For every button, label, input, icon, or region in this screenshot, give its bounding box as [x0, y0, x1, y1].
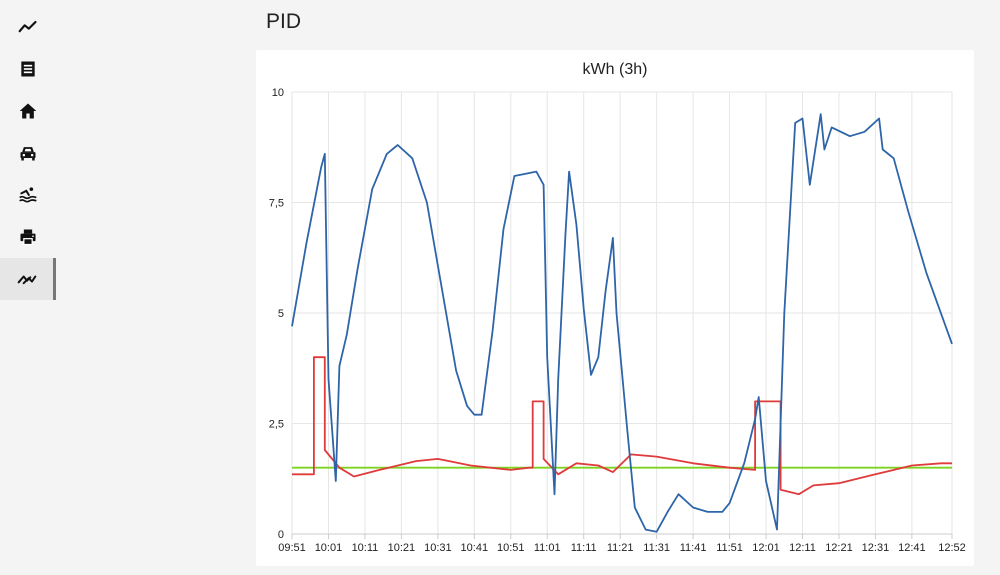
y-tick-label: 7,5 — [269, 198, 284, 210]
x-tick-label: 11:01 — [534, 542, 561, 554]
page-title: PID — [266, 10, 302, 33]
x-tick-label: 12:41 — [898, 542, 926, 554]
x-axis: 09:51 10:01 10:11 10:21 10:31 10:41 10:51 11:01… — [278, 533, 966, 554]
sidebar-item-home[interactable] — [0, 90, 56, 132]
line-chart: kWh (3h) 0 2,5 5 7,5 10 09:51 10:01 10:11 10:21… — [269, 61, 966, 554]
sidebar-item-printer[interactable] — [0, 216, 56, 258]
chart-card: kWh (3h) 0 2,5 5 7,5 10 09:51 10:01 10:11 10:21… — [256, 50, 974, 566]
chart-line-icon — [18, 20, 37, 33]
x-tick-label: 12:21 — [825, 542, 853, 554]
y-axis: 0 2,5 5 7,5 10 — [269, 87, 284, 541]
x-tick-label: 10:41 — [461, 542, 489, 554]
x-tick-label: 11:11 — [571, 542, 597, 554]
x-tick-label: 10:11 — [352, 542, 379, 554]
sidebar-item-pool[interactable] — [0, 174, 56, 216]
x-tick-label: 10:51 — [497, 542, 525, 554]
y-tick-label: 5 — [278, 308, 284, 320]
y-tick-label: 2,5 — [269, 419, 284, 431]
pool-icon — [19, 187, 37, 203]
x-tick-label: 09:51 — [278, 542, 306, 554]
x-tick-label: 10:01 — [315, 542, 343, 554]
sidebar-item-charts[interactable] — [0, 6, 56, 48]
x-tick-label: 12:01 — [752, 542, 780, 554]
home-icon — [19, 103, 37, 119]
x-tick-label: 11:31 — [643, 542, 670, 554]
car-icon — [20, 147, 36, 161]
sidebar-item-pid[interactable] — [0, 258, 56, 300]
x-tick-label: 11:21 — [607, 542, 634, 554]
y-tick-label: 10 — [272, 87, 284, 99]
x-tick-label: 10:21 — [388, 542, 416, 554]
x-tick-label: 12:11 — [789, 542, 816, 554]
chart-series — [291, 113, 953, 533]
x-tick-label: 10:31 — [424, 542, 452, 554]
y-tick-label: 0 — [278, 529, 284, 541]
series-line-0 — [291, 113, 953, 533]
printer-icon — [20, 229, 36, 246]
chart-title: kWh (3h) — [583, 61, 648, 78]
trending-icon — [17, 275, 36, 285]
sidebar — [0, 0, 56, 575]
series-line-1 — [292, 356, 952, 496]
document-icon — [21, 61, 35, 77]
x-tick-label: 11:51 — [716, 542, 743, 554]
x-tick-label: 11:41 — [680, 542, 707, 554]
sidebar-item-documents[interactable] — [0, 48, 56, 90]
x-tick-label: 12:52 — [938, 542, 966, 554]
x-tick-label: 12:31 — [862, 542, 890, 554]
sidebar-item-car[interactable] — [0, 132, 56, 174]
